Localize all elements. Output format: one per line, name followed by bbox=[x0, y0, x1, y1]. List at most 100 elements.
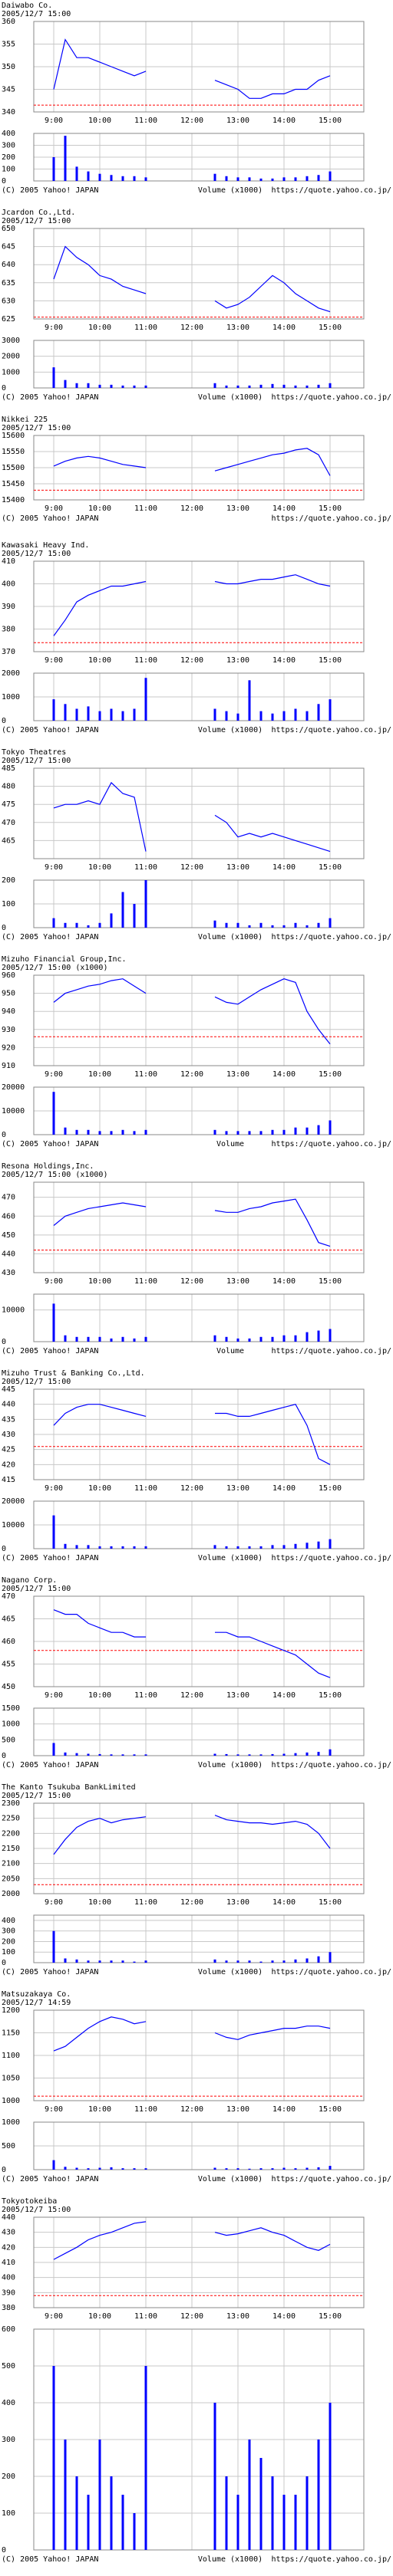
y-tick-label: 650 bbox=[2, 225, 15, 233]
volume-bar bbox=[144, 678, 147, 721]
volume-bar bbox=[329, 2403, 332, 2550]
volume-bar bbox=[236, 1338, 239, 1342]
y-tick-label: 410 bbox=[2, 557, 15, 566]
chart-subtitle: 2005/12/7 15:00 bbox=[2, 1792, 71, 1800]
x-tick-label: 14:00 bbox=[272, 504, 296, 513]
plot-frame bbox=[33, 2009, 365, 2101]
x-tick-label: 10:00 bbox=[88, 1070, 111, 1079]
volume-bar bbox=[271, 2476, 274, 2550]
plot-frame bbox=[33, 560, 365, 652]
volume-bar bbox=[75, 1959, 78, 1963]
y-tick-label: 1150 bbox=[2, 2029, 20, 2038]
volume-bar bbox=[110, 1960, 113, 1963]
volume-bar bbox=[305, 2476, 309, 2550]
chart-subtitle: 2005/12/7 15:00 bbox=[2, 1378, 71, 1386]
y-tick-label: 2000 bbox=[2, 1890, 20, 1898]
volume-bar bbox=[225, 385, 228, 388]
volume-bar bbox=[52, 918, 55, 928]
volume-bar bbox=[110, 175, 113, 181]
volume-bar bbox=[305, 711, 309, 721]
x-tick-label: 15:00 bbox=[319, 1277, 342, 1286]
volume-bar bbox=[98, 173, 101, 181]
volume-bar bbox=[248, 1131, 251, 1135]
volume-bar bbox=[225, 1753, 228, 1756]
volume-bar bbox=[64, 1335, 67, 1342]
volume-bar bbox=[64, 1543, 67, 1549]
volume-bar bbox=[248, 2168, 251, 2170]
volume-tick-label: 400 bbox=[2, 1917, 15, 1925]
volume-bar bbox=[329, 1952, 332, 1963]
volume-bar bbox=[133, 176, 136, 181]
volume-frame bbox=[33, 879, 365, 928]
volume-bar bbox=[305, 2167, 309, 2170]
volume-bar bbox=[87, 1129, 90, 1135]
y-tick-label: 470 bbox=[2, 1194, 15, 1202]
y-tick-label: 475 bbox=[2, 800, 15, 809]
volume-bar bbox=[75, 1336, 78, 1342]
x-tick-label: 9:00 bbox=[45, 324, 63, 332]
y-tick-label: 410 bbox=[2, 2259, 15, 2267]
volume-bar bbox=[110, 913, 113, 928]
x-tick-label: 9:00 bbox=[45, 1070, 63, 1079]
volume-bar bbox=[271, 1336, 274, 1342]
copyright: (C) 2005 Yahoo! JAPAN bbox=[2, 393, 98, 402]
price-line bbox=[53, 1404, 331, 1465]
y-tick-label: 415 bbox=[2, 1476, 15, 1484]
volume-bar bbox=[75, 708, 78, 721]
volume-bar bbox=[75, 383, 78, 388]
volume-bar bbox=[64, 922, 67, 928]
volume-bar bbox=[213, 1129, 216, 1135]
volume-bar bbox=[144, 177, 147, 181]
x-tick-label: 9:00 bbox=[45, 656, 63, 665]
volume-bar bbox=[282, 384, 286, 388]
volume-tick-label: 10000 bbox=[2, 1306, 25, 1315]
volume-bar bbox=[317, 1956, 320, 1963]
y-tick-label: 2050 bbox=[2, 1875, 20, 1883]
volume-bar bbox=[87, 706, 90, 721]
volume-bar bbox=[213, 2403, 216, 2550]
volume-bar bbox=[52, 2160, 55, 2170]
x-tick-label: 14:00 bbox=[272, 117, 296, 125]
volume-bar bbox=[259, 384, 263, 388]
volume-bar bbox=[236, 713, 239, 721]
x-tick-label: 14:00 bbox=[272, 1691, 296, 1700]
plot-frame bbox=[33, 974, 365, 1066]
x-tick-label: 13:00 bbox=[226, 1691, 249, 1700]
volume-tick-label: 10000 bbox=[2, 1521, 25, 1530]
volume-bar bbox=[305, 1958, 309, 1963]
volume-tick-label: 500 bbox=[2, 1736, 15, 1744]
volume-bar bbox=[225, 2476, 228, 2550]
y-tick-label: 15600 bbox=[2, 432, 25, 440]
volume-bar bbox=[121, 1960, 124, 1963]
x-tick-label: 14:00 bbox=[272, 2312, 296, 2321]
volume-tick-label: 1000 bbox=[2, 693, 20, 702]
x-tick-label: 13:00 bbox=[226, 1070, 249, 1079]
volume-bar bbox=[52, 1303, 55, 1342]
volume-bar bbox=[259, 1131, 263, 1135]
volume-bar bbox=[75, 2167, 78, 2170]
source-url: https://quote.yahoo.co.jp/ bbox=[271, 933, 391, 941]
volume-tick-label: 200 bbox=[2, 2472, 15, 2481]
volume-bar bbox=[305, 385, 309, 388]
x-tick-label: 15:00 bbox=[319, 1070, 342, 1079]
volume-bar bbox=[144, 1960, 147, 1963]
x-tick-label: 10:00 bbox=[88, 2312, 111, 2321]
x-tick-label: 15:00 bbox=[319, 324, 342, 332]
x-tick-label: 15:00 bbox=[319, 863, 342, 872]
volume-label: Volume (x1000) bbox=[198, 393, 263, 402]
volume-bar bbox=[305, 925, 309, 928]
volume-bar bbox=[52, 2366, 55, 2550]
source-url: https://quote.yahoo.co.jp/ bbox=[271, 2555, 391, 2564]
y-tick-label: 425 bbox=[2, 1446, 15, 1454]
volume-tick-label: 0 bbox=[2, 717, 6, 725]
volume-frame bbox=[33, 1707, 365, 1756]
volume-tick-label: 2000 bbox=[2, 669, 20, 678]
x-tick-label: 13:00 bbox=[226, 1277, 249, 1286]
volume-tick-label: 400 bbox=[2, 2399, 15, 2407]
chart-subtitle: 2005/12/7 15:00 bbox=[2, 1585, 71, 1593]
volume-bar bbox=[75, 2476, 78, 2550]
volume-bar bbox=[213, 1335, 216, 1342]
copyright: (C) 2005 Yahoo! JAPAN bbox=[2, 186, 98, 195]
volume-bar bbox=[213, 1753, 216, 1756]
x-tick-label: 10:00 bbox=[88, 117, 111, 125]
